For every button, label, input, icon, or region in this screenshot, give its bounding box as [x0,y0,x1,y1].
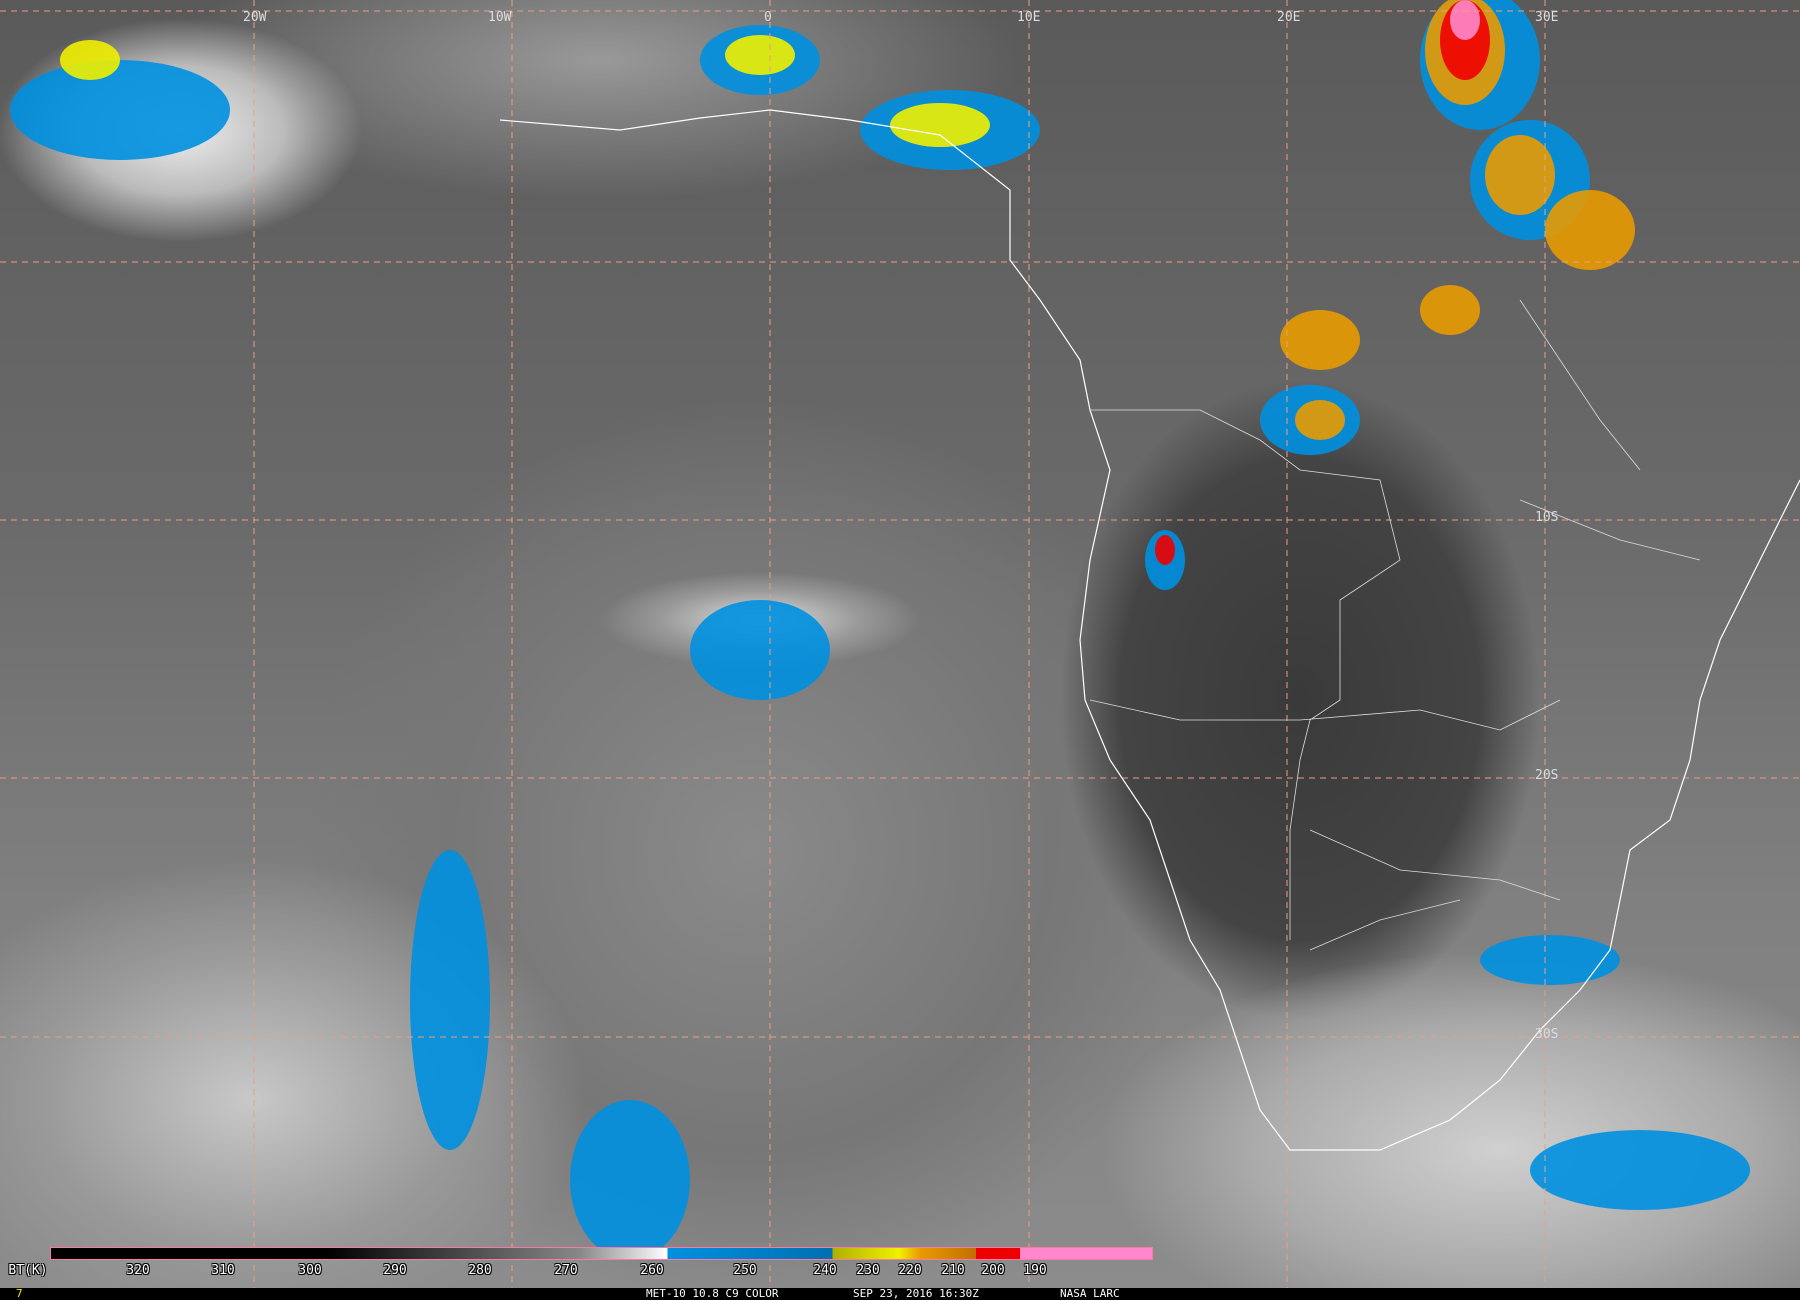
cloud-top-region [1280,310,1360,370]
lon-label: 10E [1017,10,1041,25]
colorbar-tick-label: 230 [856,1263,880,1278]
colorbar-tick-label: 300 [298,1263,322,1278]
cloud-top-region [890,103,990,147]
product-title: MET-10 10.8 C9 COLOR [646,1287,779,1300]
lat-label: 20S [1535,768,1559,783]
cloud-top-region [1485,135,1555,215]
cloud-top-region [1295,400,1345,440]
colorbar-tick-label: 220 [898,1263,922,1278]
credit: NASA LARC [1060,1287,1120,1300]
lon-label: 20E [1277,10,1301,25]
frame-number: 7 [16,1287,23,1300]
cloud-top-region [1155,535,1175,565]
colorbar-tick-label: 200 [981,1263,1005,1278]
colorbar-tick-label: 260 [640,1263,664,1278]
colorbar-tick-label: 270 [554,1263,578,1278]
cloud-top-region [10,60,230,160]
convective-cloud-areas [10,0,1750,1260]
status-strip: 7 MET-10 10.8 C9 COLOR SEP 23, 2016 16:3… [0,1288,1800,1300]
colorbar-tick-label: 310 [211,1263,235,1278]
colorbar-tick-label: 190 [1023,1263,1047,1278]
lat-label: 10S [1535,510,1559,525]
brightness-temperature-colorbar [50,1247,1153,1260]
lon-label: 30E [1535,10,1559,25]
colorbar-tick-label: 320 [126,1263,150,1278]
cloud-top-region [1480,935,1620,985]
country-borders [1089,299,1701,951]
colorbar-tick-label: 290 [383,1263,407,1278]
africa-coastline [499,109,1800,1151]
lon-label: 0 [764,10,772,25]
cloud-top-region [1530,1130,1750,1210]
cloud-top-region [1450,0,1480,40]
timestamp: SEP 23, 2016 16:30Z [853,1287,979,1300]
cloud-top-region [690,600,830,700]
colorbar-tick-label: 250 [733,1263,757,1278]
cloud-top-region [1420,285,1480,335]
colorbar-tick-label: 210 [941,1263,965,1278]
cloud-top-region [1545,190,1635,270]
colorbar-unit-label: BT(K) [8,1263,48,1278]
cloud-top-region [60,40,120,80]
cloud-top-region [570,1100,690,1260]
colorbar-tick-label: 280 [468,1263,492,1278]
cloud-top-region [725,35,795,75]
cloud-top-region [410,850,490,1150]
lon-label: 20W [243,10,267,25]
lon-label: 10W [488,10,512,25]
colorbar-tick-label: 240 [813,1263,837,1278]
lat-label: 30S [1535,1027,1559,1042]
